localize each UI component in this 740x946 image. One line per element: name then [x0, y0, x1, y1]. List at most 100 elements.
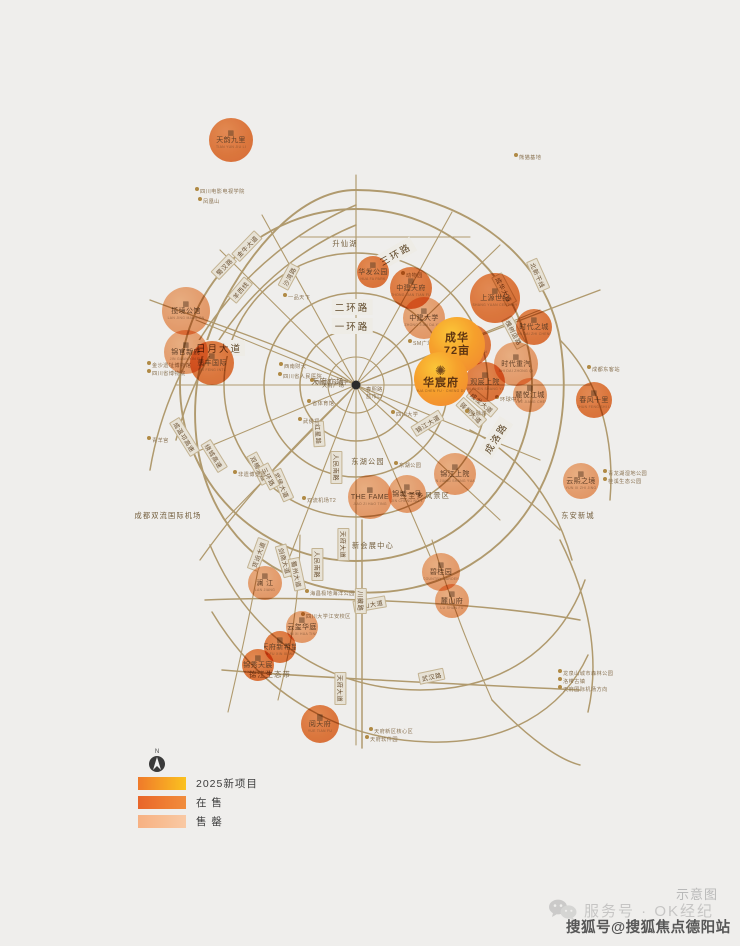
- project-logo-icon: ▦: [512, 354, 520, 362]
- project-logo-icon: ▦: [451, 464, 459, 472]
- wechat-watermark: 服务号 · OK经纪: [548, 898, 714, 922]
- project-name: 华发公园: [358, 269, 388, 277]
- project-logo-icon: ▦: [208, 353, 216, 361]
- poi-pin-icon: [305, 589, 309, 593]
- poi-pin-icon: [283, 293, 287, 297]
- project-logo-icon: ▦: [526, 385, 534, 393]
- project-logo-icon: ▦: [298, 617, 306, 625]
- project-name-en: ZHONG JIAN DA XUE: [404, 323, 444, 328]
- poi-label: 天府新区核心区: [374, 729, 414, 735]
- project-name-en: SHI DAI ZHONG QI: [498, 369, 534, 374]
- project-logo-icon: ▦: [366, 487, 374, 495]
- project-name-en: LU SHAN FU: [440, 606, 464, 611]
- project-bubble[interactable]: ▦ 翡丰国际 FEI FENG INTL: [190, 341, 234, 385]
- project-name: 上源世纪: [480, 295, 510, 303]
- poi-label: 一品天下: [288, 295, 311, 301]
- poi-pin-icon: [408, 339, 412, 343]
- poi-label: 西南财大: [284, 364, 307, 370]
- project-name: 翡丰国际: [197, 360, 227, 368]
- project-bubble[interactable]: ▦ 锦江上院 JIN JIANG SHANG YUAN: [434, 453, 476, 495]
- project-logo-icon: ▦: [437, 562, 445, 570]
- project-bubble[interactable]: ▦麓悦江城LU YUE JIANG CHENG: [513, 378, 547, 412]
- project-bubble[interactable]: ▦锦秀天宸JIN XIU TIAN CHEN: [242, 649, 274, 681]
- project-bubble[interactable]: ▦ 澜 江 LAN JIANG: [248, 566, 282, 600]
- legend-label-new: 2025新项目: [196, 778, 258, 790]
- poi-label: 天府国际机场方向: [563, 687, 608, 693]
- poi-pin-icon: [603, 469, 607, 473]
- project-bubble[interactable]: ▦ 天韵九里 TIAN YUN JIU LI: [209, 118, 253, 162]
- project-name: 阅天府: [308, 721, 332, 729]
- project-name-en: YUN XI ZHI JING: [565, 486, 597, 491]
- project-bubble[interactable]: ▦ 锦城一号 JIN CHENG NO.1: [388, 475, 426, 513]
- project-logo-icon: ▦: [403, 484, 411, 492]
- poi-pin-icon: [198, 197, 202, 201]
- project-bubble[interactable]: ▦ 中建大学 ZHONG JIAN DA XUE: [403, 297, 445, 339]
- poi-label: 四川大学: [396, 412, 419, 418]
- poi-pin-icon: [394, 461, 398, 465]
- poi-pin-icon: [391, 410, 395, 414]
- project-bubble[interactable]: ▦ 上源世纪 SHANG YUAN CENTURY: [470, 273, 520, 323]
- featured-project-name-en: HUA CHEN FU · CHENG DU: [415, 389, 467, 394]
- poi-pin-icon: [302, 496, 306, 500]
- poi-label: 金融城: [470, 411, 487, 417]
- project-logo-icon: ▦: [227, 130, 235, 138]
- compass-icon: N: [149, 749, 165, 772]
- project-name-en: GUAN CHEN SHANG YUAN: [465, 387, 505, 392]
- poi-label: 海昌极地海洋公园: [310, 591, 355, 597]
- road-label: 二环路: [331, 299, 373, 315]
- project-name: 中建大学: [409, 315, 439, 323]
- legend-item-soldout: 售 罄: [138, 815, 338, 828]
- project-name: 碧桂园: [429, 569, 453, 577]
- project-name-en: LAN JING MANSION: [167, 316, 205, 321]
- sohu-watermark: 搜狐号@搜狐焦点德阳站: [566, 920, 731, 936]
- poi-pin-icon: [307, 399, 311, 403]
- project-bubble[interactable]: ▦ 华发公园 HUA FA PARK: [357, 256, 389, 288]
- poi-label: 环球中心: [500, 397, 523, 403]
- project-bubble[interactable]: ▦ 云熙之境 YUN XI ZHI JING: [563, 463, 599, 499]
- poi-label: 青龙湖湿地公园: [608, 471, 648, 477]
- legend-item-onsale: 在 售: [138, 796, 338, 809]
- project-name: 中建天府: [396, 285, 426, 293]
- poi-label: 东湖公园: [399, 463, 422, 469]
- project-bubble[interactable]: ▦ 春风十里 CHUN FENG SHI LI: [576, 382, 612, 418]
- project-name-en: JIN JIANG SHANG YUAN: [434, 479, 476, 484]
- project-bubble[interactable]: ▦ THE FAME JIAO ZI HAO TING: [348, 475, 392, 519]
- project-logo-icon: ▦: [481, 372, 489, 380]
- poi-pin-icon: [310, 378, 314, 382]
- project-name-en: JIN CHENG NO.1: [391, 499, 423, 504]
- poi-label: 四川省博物院: [152, 371, 186, 377]
- poi-label: 洛带古镇: [563, 679, 586, 685]
- project-logo-icon: ▦: [420, 308, 428, 316]
- svg-text:N: N: [155, 749, 159, 755]
- project-name-en: LU YUE JIANG CHENG: [513, 400, 547, 405]
- project-logo-icon: ▦: [261, 573, 269, 581]
- poi-label: 四川电影电视学院: [200, 189, 245, 195]
- project-bubble[interactable]: ▦ 揽境公馆 LAN JING MANSION: [162, 287, 210, 335]
- project-name-en: FEI FENG INTL: [198, 368, 226, 373]
- featured-project-bubble[interactable]: ✺ 华宸府 HUA CHEN FU · CHENG DU: [414, 352, 468, 406]
- road-label: 川藏路: [354, 588, 367, 615]
- project-name: 锦秀天宸: [243, 662, 273, 670]
- road-label: 一环路: [331, 318, 373, 334]
- poi-pin-icon: [279, 362, 283, 366]
- poi-label: 双流机场T2: [307, 498, 337, 504]
- poi-label: 四川省人民医院: [283, 374, 323, 380]
- project-name-en: TIAN FU XIN XI WANG: [264, 652, 296, 657]
- project-name-en: JIN XIU TIAN CHEN: [242, 670, 274, 675]
- poi-label: 非遗博览园: [238, 472, 266, 478]
- project-logo-icon: ▦: [316, 714, 324, 722]
- poi-label: 熊猫基地: [519, 155, 542, 161]
- project-name-en: YUE TIAN FU: [307, 729, 333, 734]
- road-label: 天府大道: [337, 528, 350, 562]
- poi-label: 龙泉山城市森林公园: [563, 671, 614, 677]
- project-bubble[interactable]: ▦ 阅天府 YUE TIAN FU: [301, 705, 339, 743]
- poi-pin-icon: [514, 153, 518, 157]
- poi-pin-icon: [558, 685, 562, 689]
- project-name: 时代之城: [519, 324, 549, 332]
- road-label: 天府大道: [334, 672, 347, 706]
- project-bubble[interactable]: ▦ 时代之城 SHI DAI ZHI CHENG: [516, 309, 552, 345]
- project-name-en: COUNTRY GARDEN: [422, 577, 460, 582]
- area-label: 升仙湖: [332, 239, 358, 248]
- project-bubble[interactable]: ▦ 麓山府 LU SHAN FU: [435, 584, 469, 618]
